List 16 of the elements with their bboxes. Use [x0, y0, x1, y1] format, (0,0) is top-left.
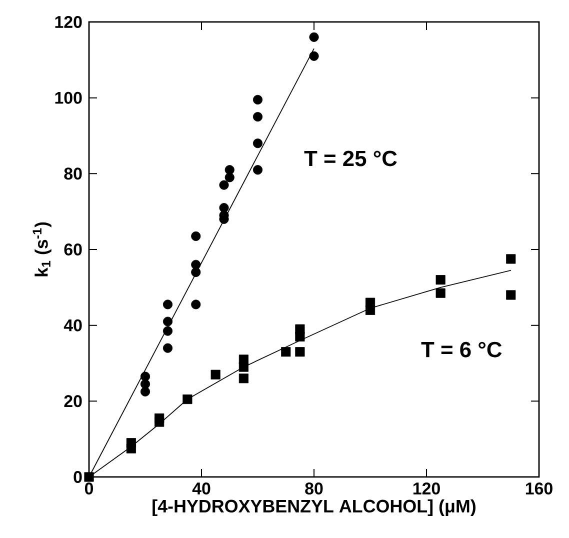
y-tick-label: 40: [64, 319, 82, 332]
x-tick-label: 80: [305, 482, 323, 494]
series-label: T = 6 °C: [421, 342, 502, 358]
y-axis-title: k$_{1}$ (s$^{-1}$): [32, 222, 52, 276]
y-tick-label: 120: [55, 16, 82, 28]
x-tick-label: 40: [192, 482, 210, 494]
series-label: T = 25 °C: [304, 150, 397, 166]
y-tick-label: 80: [64, 168, 82, 180]
x-axis-title: [4-HYDROXYBENZYL ALCOHOL] (μM): [152, 499, 476, 516]
y-tick-label: 60: [64, 243, 82, 256]
x-tick-label: 120: [413, 482, 440, 494]
x-tick-label: 160: [526, 482, 552, 494]
y-tick-label: 0: [74, 470, 82, 483]
x-tick-label: 0: [84, 482, 94, 494]
y-tick-label: 20: [64, 395, 82, 408]
y-tick-label: 100: [55, 92, 82, 104]
